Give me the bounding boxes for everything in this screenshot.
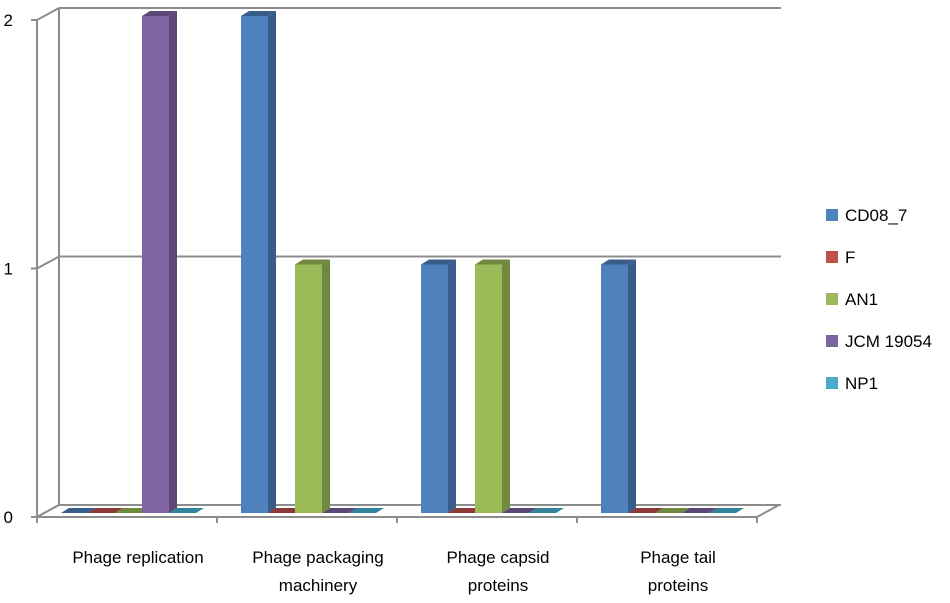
x-category-label: Phage packaging machinery (252, 548, 383, 595)
bar-top (142, 11, 177, 16)
bar-side (169, 11, 177, 513)
bar-side (448, 259, 456, 513)
y-tick-label: 2 (4, 11, 13, 30)
bar (61, 508, 96, 513)
x-category-label: Phage tail proteins (640, 548, 716, 595)
bar (322, 508, 357, 513)
bar (349, 508, 384, 513)
bar (502, 508, 537, 513)
legend-label: NP1 (845, 374, 878, 393)
bar (142, 16, 169, 513)
bar (421, 264, 448, 513)
bar-side (628, 259, 636, 513)
bar (88, 508, 123, 513)
bar (295, 264, 322, 513)
legend-swatch (826, 377, 838, 389)
legend-swatch (826, 293, 838, 305)
bar (601, 264, 628, 513)
bar (682, 508, 717, 513)
bar-top (475, 259, 510, 265)
bar (529, 508, 564, 513)
legend-swatch (826, 335, 838, 347)
bar-top (241, 11, 276, 16)
chart-floor (36, 504, 780, 518)
legend-swatch (826, 251, 838, 263)
bar (655, 508, 690, 513)
legend-label: AN1 (845, 290, 878, 309)
bar-side (322, 259, 330, 513)
side-wall-line (36, 255, 60, 270)
bar-top (421, 259, 456, 265)
x-category-label: Phage replication (72, 548, 203, 567)
legend-label: JCM 19054 (845, 332, 932, 351)
x-category-label: Phage capsid proteins (446, 548, 549, 595)
bar (169, 508, 204, 513)
bar (475, 264, 502, 513)
bar (628, 508, 663, 513)
bar (448, 508, 483, 513)
bar-top (295, 259, 330, 265)
bar-side (502, 259, 510, 513)
legend-swatch (826, 209, 838, 221)
bar (268, 508, 303, 513)
legend-label: F (845, 248, 855, 267)
bar-side (268, 11, 276, 513)
bar (115, 508, 150, 513)
bar (241, 16, 268, 513)
y-tick-label: 1 (4, 260, 13, 279)
bar (709, 508, 744, 513)
y-tick-label: 0 (4, 508, 13, 527)
bar-top (601, 259, 636, 265)
legend-label: CD08_7 (845, 206, 907, 225)
side-wall-line (36, 7, 60, 21)
